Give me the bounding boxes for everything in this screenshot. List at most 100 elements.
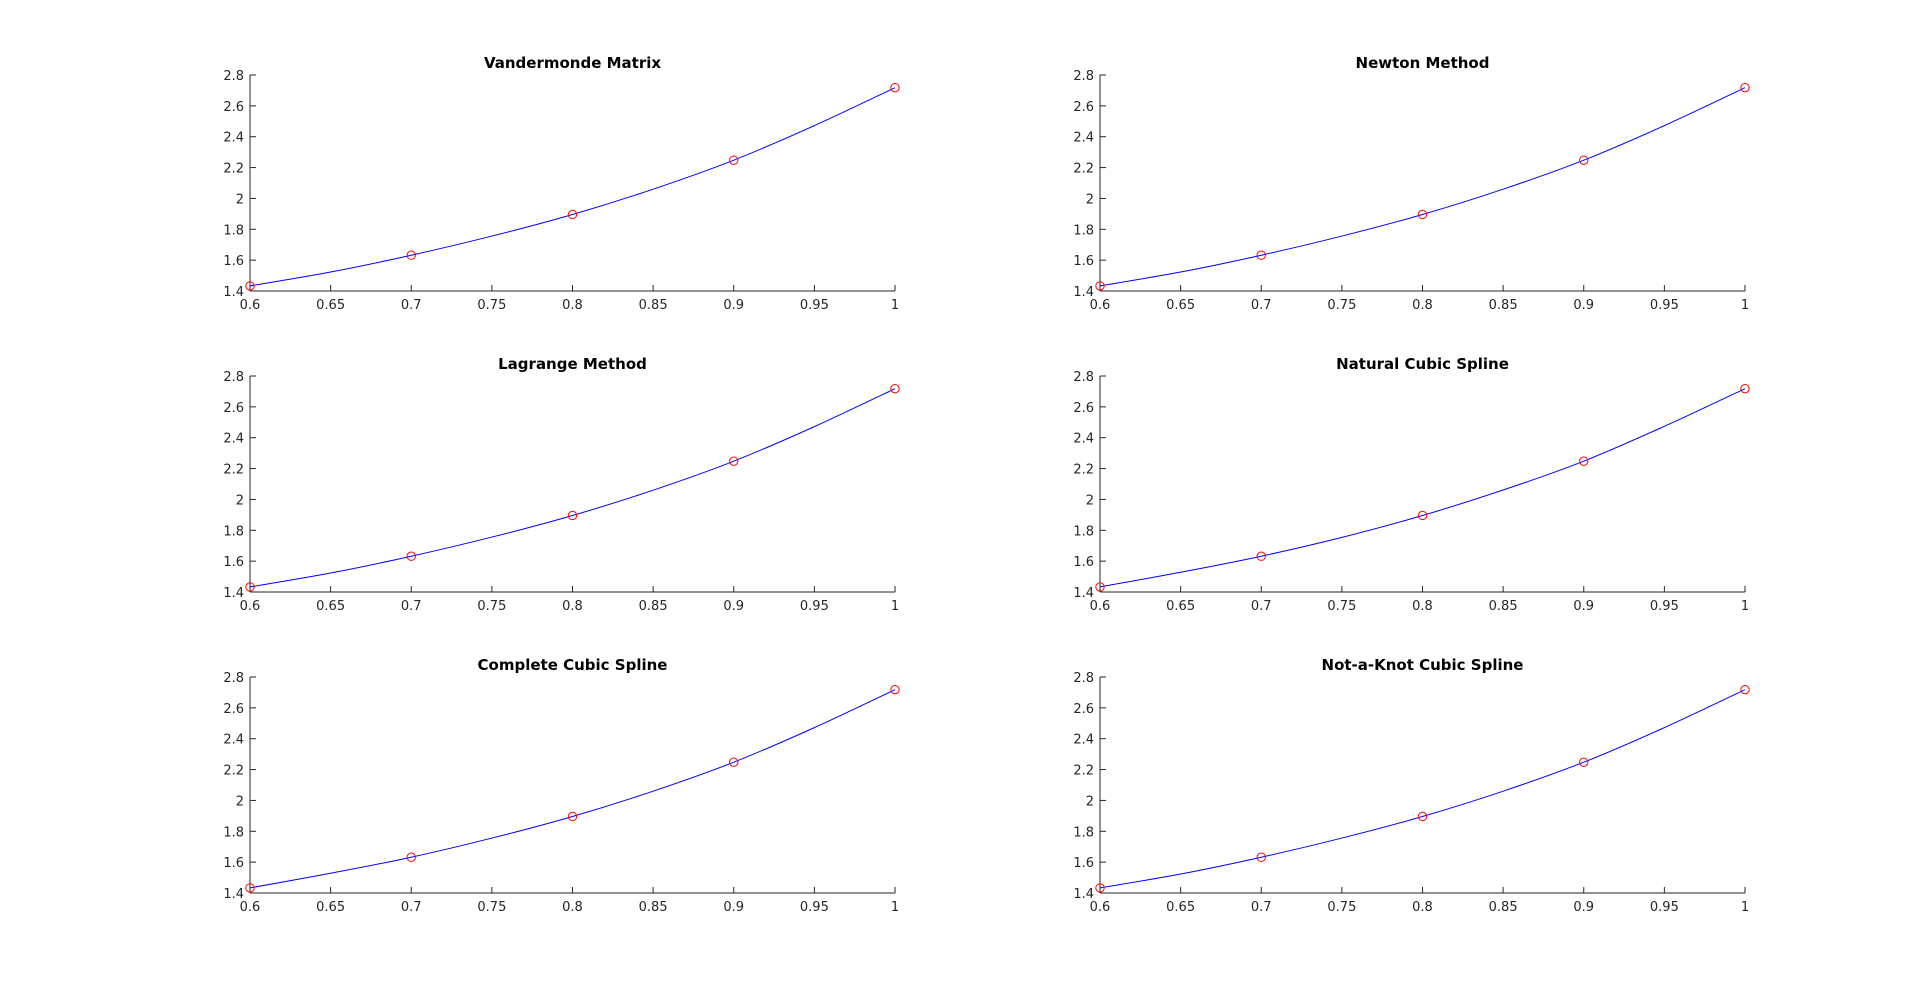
data-point-marker (1579, 757, 1589, 767)
data-point-marker (1256, 852, 1266, 862)
x-tick-label: 0.95 (800, 900, 829, 915)
x-tick-label: 0.6 (1090, 298, 1111, 313)
y-tick-label: 2 (236, 192, 244, 207)
x-tick-label: 0.85 (639, 599, 668, 614)
y-tick-label: 2.4 (223, 733, 244, 748)
interpolation-curve (249, 689, 896, 889)
chart-title: Not-a-Knot Cubic Spline (1322, 656, 1524, 674)
y-tick-label: 2.8 (223, 671, 244, 686)
x-tick-label: 1 (1741, 599, 1749, 614)
y-tick-label: 2.6 (223, 702, 244, 717)
interpolation-curve (1099, 689, 1746, 889)
x-tick-label: 0.65 (316, 599, 345, 614)
y-tick-label: 1.8 (1073, 223, 1094, 238)
data-point-marker (1417, 209, 1428, 220)
y-tick-label: 2.8 (1073, 69, 1094, 84)
x-tick-label: 0.65 (316, 298, 345, 313)
x-tick-label: 0.85 (639, 900, 668, 915)
interpolation-curve (249, 87, 896, 287)
y-tick-label: 1.6 (1073, 555, 1094, 570)
y-tick-label: 2 (236, 493, 244, 508)
chart-panel: Natural Cubic Spline 0.6 0.65 0.7 0.75 0.8 0.8… (1073, 355, 1750, 614)
chart-panel: Vandermonde Matrix 0.6 0.65 0.7 0.75 0.8 0.85 0… (223, 54, 900, 313)
y-tick-label: 2.4 (1073, 733, 1094, 748)
interpolation-curve (1099, 87, 1746, 287)
chart-panel: Complete Cubic Spline 0.6 0.65 0.7 0.75 0.8 0.… (223, 656, 900, 915)
data-point-marker (1740, 82, 1750, 93)
x-tick-label: 0.95 (1650, 298, 1679, 313)
x-tick-label: 0.7 (401, 298, 422, 313)
x-tick-label: 1 (1741, 900, 1749, 915)
x-tick-label: 0.9 (723, 900, 744, 915)
data-point-marker (729, 456, 739, 466)
x-tick-label: 0.7 (401, 900, 422, 915)
data-point-marker (567, 510, 578, 521)
x-tick-label: 0.85 (1489, 298, 1518, 313)
y-tick-label: 2.4 (223, 432, 244, 447)
data-point-marker (1095, 281, 1105, 291)
data-point-marker (567, 811, 578, 822)
x-tick-label: 0.65 (1166, 599, 1195, 614)
data-point-marker (729, 757, 739, 767)
x-tick-label: 0.8 (562, 298, 583, 313)
data-point-marker (890, 82, 900, 93)
data-point-marker (1417, 510, 1428, 521)
chart-title: Complete Cubic Spline (478, 656, 668, 674)
y-tick-label: 2.4 (1073, 131, 1094, 146)
x-tick-label: 0.75 (1327, 298, 1356, 313)
chart-title: Lagrange Method (498, 355, 647, 373)
x-tick-label: 0.9 (723, 599, 744, 614)
x-tick-label: 0.75 (1327, 900, 1356, 915)
data-point-marker (890, 684, 900, 695)
y-tick-label: 1.8 (223, 524, 244, 539)
x-tick-label: 0.6 (1090, 599, 1111, 614)
y-tick-label: 2 (1086, 192, 1094, 207)
data-point-marker (245, 883, 255, 893)
y-tick-label: 1.8 (1073, 825, 1094, 840)
y-tick-label: 2.8 (223, 69, 244, 84)
y-tick-label: 1.4 (223, 285, 244, 300)
data-point-marker (1095, 582, 1105, 592)
chart-title: Newton Method (1356, 54, 1490, 72)
y-tick-label: 1.6 (223, 555, 244, 570)
data-point-marker (1256, 250, 1266, 260)
y-tick-label: 1.8 (1073, 524, 1094, 539)
y-tick-label: 2.2 (1073, 764, 1094, 779)
y-tick-label: 1.4 (223, 887, 244, 902)
y-tick-label: 2 (1086, 794, 1094, 809)
y-tick-label: 1.6 (1073, 856, 1094, 871)
data-point-marker (245, 281, 255, 291)
y-tick-label: 2 (236, 794, 244, 809)
x-tick-label: 0.9 (1573, 599, 1594, 614)
y-tick-label: 1.8 (223, 825, 244, 840)
x-tick-label: 0.65 (1166, 900, 1195, 915)
data-point-marker (406, 852, 416, 862)
x-tick-label: 0.6 (240, 298, 261, 313)
y-tick-label: 2.6 (223, 100, 244, 115)
y-tick-label: 2.6 (223, 401, 244, 416)
x-tick-label: 0.75 (477, 599, 506, 614)
data-point-marker (245, 582, 255, 592)
x-tick-label: 0.9 (723, 298, 744, 313)
data-point-marker (1740, 383, 1750, 394)
data-point-marker (406, 551, 416, 561)
x-tick-label: 0.8 (1412, 599, 1433, 614)
y-tick-label: 2.2 (223, 764, 244, 779)
data-point-marker (1417, 811, 1428, 822)
x-tick-label: 0.85 (1489, 599, 1518, 614)
x-tick-label: 0.75 (477, 900, 506, 915)
y-tick-label: 2.2 (1073, 162, 1094, 177)
y-tick-label: 2.2 (1073, 463, 1094, 478)
x-tick-label: 0.8 (562, 599, 583, 614)
y-tick-label: 2.2 (223, 162, 244, 177)
chart-panel: Newton Method 0.6 0.65 0.7 0.75 0.8 0.85 0.9 0.9… (1073, 54, 1750, 313)
data-point-marker (567, 209, 578, 220)
data-point-marker (1256, 551, 1266, 561)
interpolation-curve (1099, 388, 1746, 588)
x-tick-label: 0.75 (1327, 599, 1356, 614)
data-point-marker (1579, 456, 1589, 466)
x-tick-label: 0.95 (1650, 900, 1679, 915)
y-tick-label: 2.6 (1073, 401, 1094, 416)
data-point-marker (729, 155, 739, 165)
